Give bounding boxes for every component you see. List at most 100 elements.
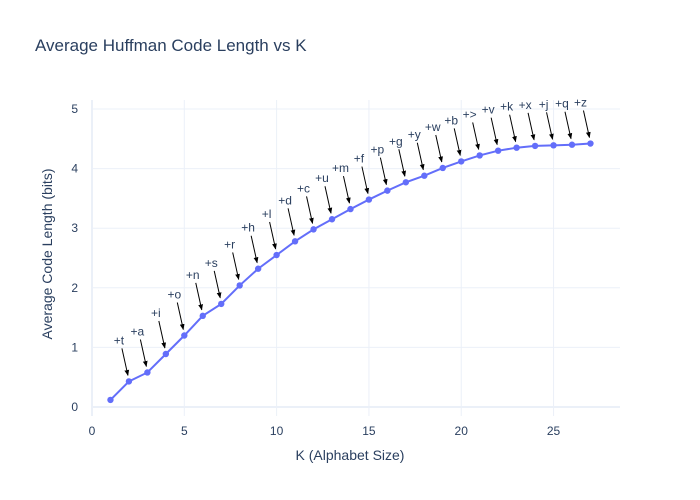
annotation-arrow [546,112,554,140]
annotation-arrow [527,112,536,141]
chart-title: Average Huffman Code Length vs K [35,36,307,55]
data-point [310,226,317,233]
data-point [162,350,170,358]
annotation-arrow [287,208,296,236]
data-point [254,265,262,272]
annotation-arrow [232,252,240,281]
data-point [236,282,243,289]
data-point [291,238,299,245]
annotation-label: +o [167,288,181,302]
annotation-label: +> [463,107,477,121]
annotation-label: +q [555,97,569,111]
annotation-label: +s [205,256,218,270]
data-point [531,142,539,150]
data-point [125,378,133,385]
data-point [494,147,502,154]
series-line-layer [109,142,591,401]
annotation-label: +r [224,237,235,251]
annotation-arrow [139,339,148,368]
data-point [347,205,354,213]
annotation-arrow [564,111,573,140]
tick-labels: 0 5 10 15 20 25 0 1 2 3 4 5 [71,102,560,438]
data-point [439,164,446,172]
annotation-label: +y [408,128,421,142]
data-point [458,158,465,165]
data-point [273,251,280,259]
annotation-label: +i [151,306,161,320]
y-tick-label: 1 [71,340,78,354]
x-tick-label: 0 [89,424,96,438]
annotation-arrow [453,128,462,156]
y-tick-label: 4 [71,162,78,176]
annotation-label: +l [262,207,272,221]
annotation-arrow [435,134,443,163]
annotation-arrow [342,176,351,204]
data-point [365,196,373,203]
annotation-label: +m [332,161,349,175]
annotation-arrow [269,221,277,250]
annotation-label: +p [371,143,385,157]
x-tick-label: 25 [547,424,561,438]
annotation-arrow [416,142,425,171]
annotation-label: +k [500,100,514,114]
data-point [402,179,410,186]
annotation-arrow [379,157,388,186]
annotation-label: +w [425,120,441,134]
annotation-label: +d [278,193,292,207]
annotation-arrow [324,186,333,214]
data-point [218,300,225,308]
data-point [568,141,576,148]
series-line [109,142,591,401]
annotation-label: +j [539,97,549,111]
annotation-arrow [121,348,130,377]
data-point [181,332,188,339]
x-tick-label: 5 [181,424,188,438]
data-point [144,369,151,376]
annotation-label: +u [315,171,329,185]
annotation-label: +x [519,98,532,112]
data-point [513,144,520,151]
annotation-arrow [213,270,222,299]
annotation-label: +z [574,96,587,110]
annotation-arrow [158,320,167,349]
data-points [107,140,594,404]
y-tick-label: 3 [71,221,78,235]
annotation-label: +h [241,221,255,235]
annotation-label: +c [297,181,310,195]
annotation-arrow [250,235,259,264]
annotation-arrow [472,122,480,151]
x-tick-label: 20 [455,424,469,438]
data-point [421,172,428,179]
x-tick-label: 15 [362,424,376,438]
annotation-label: +a [131,324,145,338]
annotation-arrow [361,166,370,195]
data-point [199,312,206,320]
annotation-label: +g [389,134,403,148]
annotation-arrow [490,117,499,146]
y-axis-title: Average Code Length (bits) [39,169,55,340]
annotation-arrow [509,114,517,143]
data-point [384,187,391,194]
annotation-arrow [306,196,314,224]
data-point [587,140,594,147]
annotations: +t +a +i +o +n +s +r +h +l +d +c +u+m +f +p +g +y +w +b +>… [114,96,591,377]
x-tick-label: 10 [270,424,284,438]
annotation-arrow [176,302,185,331]
data-point [550,142,557,149]
data-point [328,216,336,223]
x-axis-title: K (Alphabet Size) [296,447,405,463]
data-point [476,152,483,159]
y-tick-label: 5 [71,102,78,116]
annotation-arrow [582,110,591,139]
data-point [107,396,114,404]
annotation-label: +t [114,333,125,347]
annotation-label: +v [482,103,495,117]
annotation-label: +f [354,152,365,166]
annotation-label: +b [444,113,458,127]
y-tick-label: 0 [71,400,78,414]
grid-layer [91,100,620,416]
y-tick-label: 2 [71,281,78,295]
annotation-arrow [195,282,203,311]
